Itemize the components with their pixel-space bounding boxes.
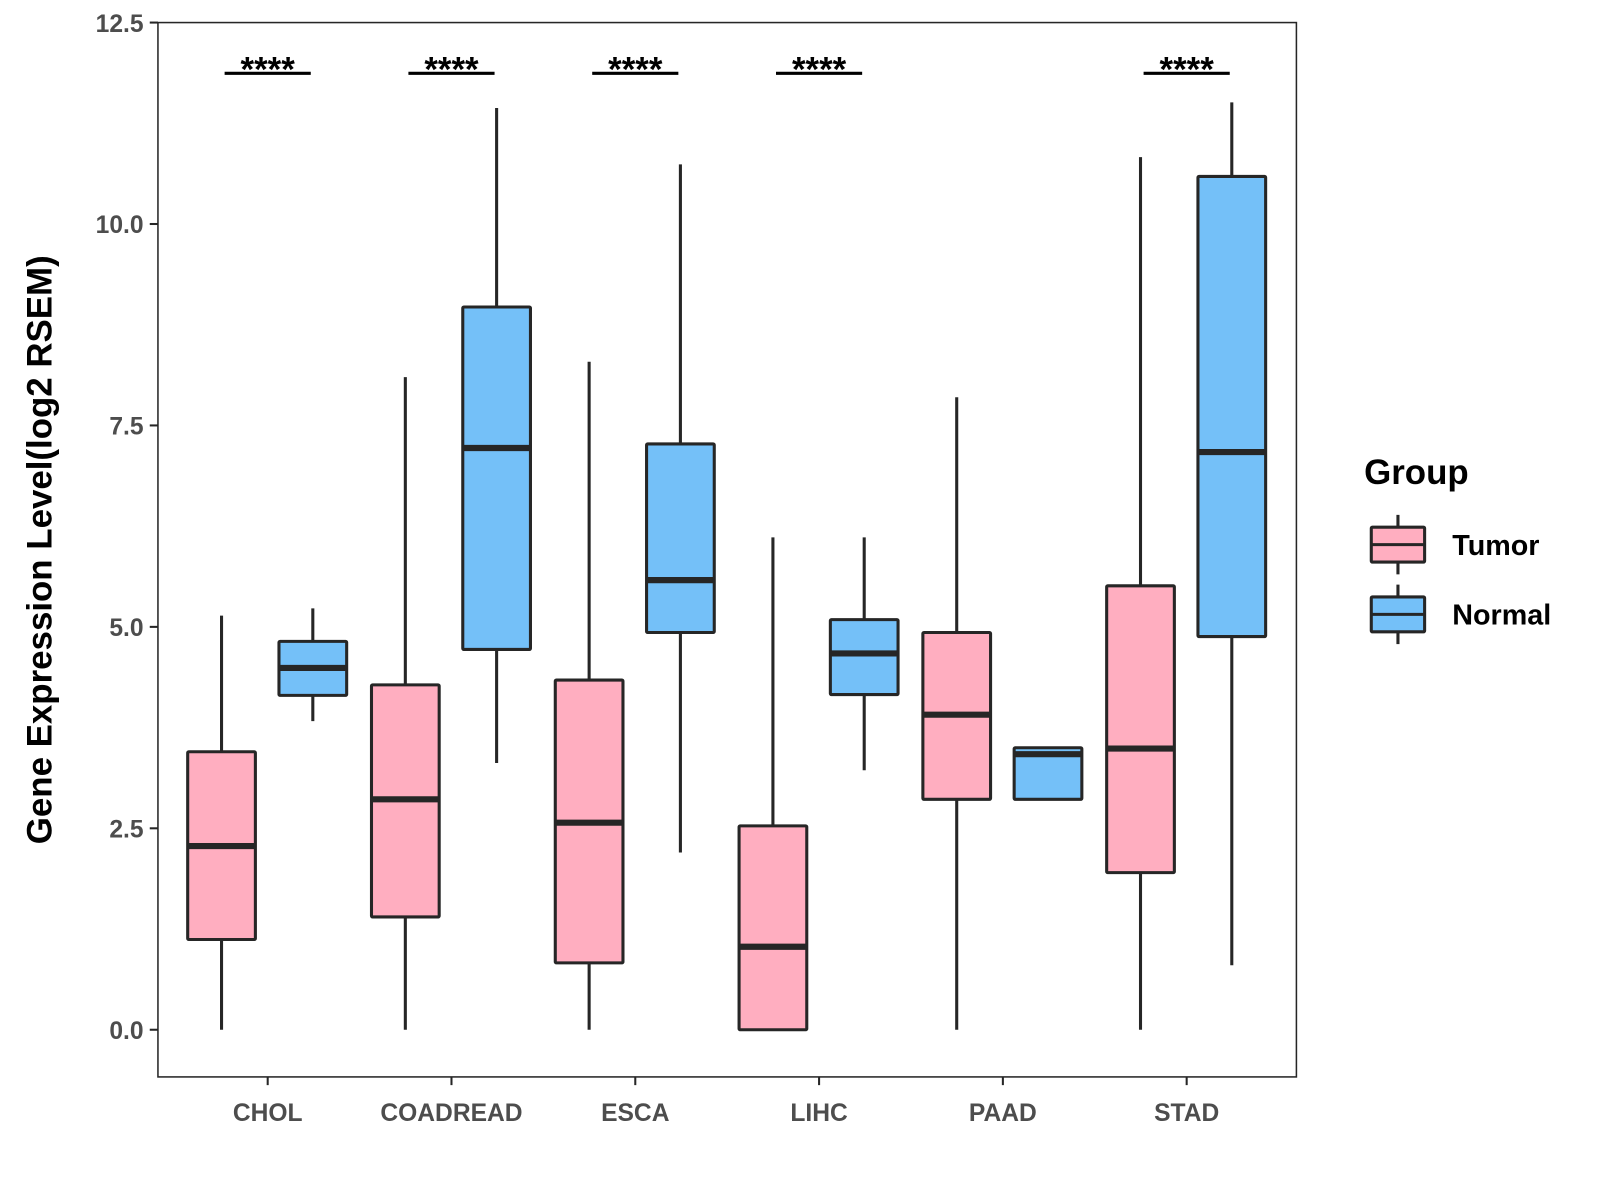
significance-annotations: **** **** **** **** **** <box>224 51 1230 90</box>
x-tick-label: COADREAD <box>380 1100 522 1127</box>
box-iqr <box>1196 174 1268 639</box>
box-normal-chol <box>277 608 349 722</box>
legend-label: Tumor <box>1452 530 1539 562</box>
y-tick-label: 2.5 <box>109 817 143 844</box>
plot-panel <box>157 21 1298 1078</box>
box-normal-lihc <box>828 537 900 771</box>
x-tick-label: STAD <box>1154 1100 1219 1127</box>
x-tick-label: CHOL <box>233 1100 303 1127</box>
legend-label: Normal <box>1452 600 1551 632</box>
legend-key-tumor: Tumor <box>1369 514 1539 575</box>
x-tick-label: ESCA <box>601 1100 670 1127</box>
box-normal-stad <box>1196 102 1268 966</box>
y-tick-label: 7.5 <box>109 414 143 441</box>
box-iqr <box>1012 746 1084 801</box>
significance-label: **** <box>608 51 663 90</box>
box-tumor-esca <box>553 361 625 1030</box>
y-tick-label: 0.0 <box>109 1018 143 1045</box>
box-tumor-stad <box>1105 157 1176 1030</box>
legend-key-normal: Normal <box>1369 584 1551 645</box>
box-iqr <box>1105 584 1176 875</box>
x-axis: CHOL COADREAD ESCA LIHC PAAD STAD <box>233 1076 1219 1127</box>
box-tumor-lihc <box>737 537 809 1032</box>
box-normal-coadread <box>461 107 533 764</box>
significance-label: **** <box>792 51 847 90</box>
significance-label: **** <box>424 51 479 90</box>
boxes <box>186 102 1268 1032</box>
box-iqr <box>645 442 716 635</box>
box-normal-paad <box>1012 746 1084 801</box>
significance-label: **** <box>241 51 296 90</box>
box-tumor-chol <box>186 615 257 1030</box>
box-iqr <box>461 305 533 651</box>
x-tick-label: PAAD <box>969 1100 1037 1127</box>
significance-label: **** <box>1160 51 1215 90</box>
legend-title: Group <box>1364 453 1469 492</box>
box-iqr <box>737 824 809 1032</box>
y-tick-label: 5.0 <box>109 615 143 642</box>
y-tick-label: 10.0 <box>96 212 144 239</box>
box-normal-esca <box>645 164 716 853</box>
box-tumor-coadread <box>369 377 441 1030</box>
legend: Group Tumor Normal <box>1364 453 1551 645</box>
box-iqr <box>828 618 900 697</box>
box-tumor-paad <box>921 397 993 1030</box>
y-tick-label: 12.5 <box>96 11 144 38</box>
y-axis: 0.0 2.5 5.0 7.5 10.0 12.5 <box>96 11 158 1045</box>
y-axis-title: Gene Expression Level(log2 RSEM) <box>20 255 59 844</box>
x-tick-label: LIHC <box>790 1100 848 1127</box>
